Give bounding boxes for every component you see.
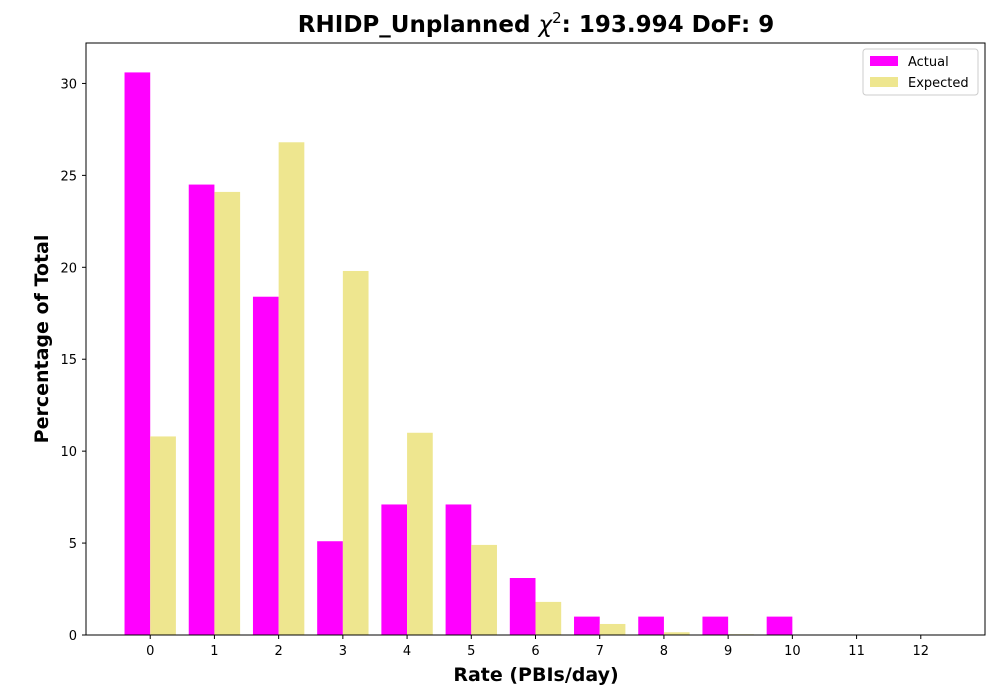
bar-expected-2 [278,142,305,635]
bar-actual-9 [702,616,729,635]
legend-label-actual: Actual [908,55,949,70]
bar-expected-5 [471,544,497,635]
bar-actual-0 [124,72,151,636]
x-tick-label: 7 [596,644,604,659]
bar-actual-4 [381,504,408,635]
legend: Actual Expected [862,48,979,96]
bars-group [124,72,819,636]
legend-swatch-expected [870,77,898,87]
x-tick-label: 8 [660,644,668,659]
x-axis-label: Rate (PBIs/day) [453,664,618,686]
y-tick-label: 30 [60,77,77,92]
bar-actual-3 [317,541,343,635]
x-tick-label: 0 [146,644,154,659]
x-axis: 0 1 2 3 4 5 6 7 8 9 10 11 12 [146,635,929,659]
title-chi: χ [537,12,554,38]
y-axis: 0 5 10 15 20 25 30 [60,77,86,644]
x-tick-label: 5 [467,644,475,659]
bar-expected-3 [342,270,369,635]
y-tick-label: 15 [60,353,77,368]
y-tick-label: 20 [60,261,77,276]
y-axis-label: Percentage of Total [31,235,53,444]
bar-expected-6 [535,601,562,635]
bar-actual-1 [188,184,215,635]
bar-expected-8 [663,632,690,635]
bar-actual-6 [509,578,536,635]
bar-expected-1 [214,191,241,635]
x-tick-label: 12 [913,644,930,659]
chart-title: RHIDP_Unplanned χ2: 193.994 DoF: 9 [298,9,774,38]
legend-swatch-actual [870,56,898,66]
y-tick-label: 0 [69,629,77,644]
title-prefix: RHIDP_Unplanned [298,12,539,38]
x-tick-label: 6 [531,644,539,659]
y-tick-label: 10 [60,445,77,460]
bar-actual-5 [445,504,472,635]
title-suffix: : 193.994 DoF: 9 [562,12,775,38]
y-tick-label: 25 [60,169,77,184]
legend-label-expected: Expected [908,76,969,91]
x-tick-label: 11 [848,644,865,659]
bar-actual-7 [574,616,600,635]
bar-expected-7 [599,623,626,635]
x-tick-label: 2 [275,644,283,659]
bar-expected-0 [150,436,176,635]
x-tick-label: 1 [210,644,218,659]
y-tick-label: 5 [69,537,77,552]
title-superscript: 2 [552,9,562,27]
x-tick-label: 10 [784,644,801,659]
x-tick-label: 3 [339,644,347,659]
bar-actual-8 [638,616,664,635]
bar-expected-4 [407,432,433,635]
bar-actual-2 [252,296,279,635]
bar-actual-10 [766,616,793,635]
x-tick-label: 4 [403,644,411,659]
x-tick-label: 9 [724,644,732,659]
